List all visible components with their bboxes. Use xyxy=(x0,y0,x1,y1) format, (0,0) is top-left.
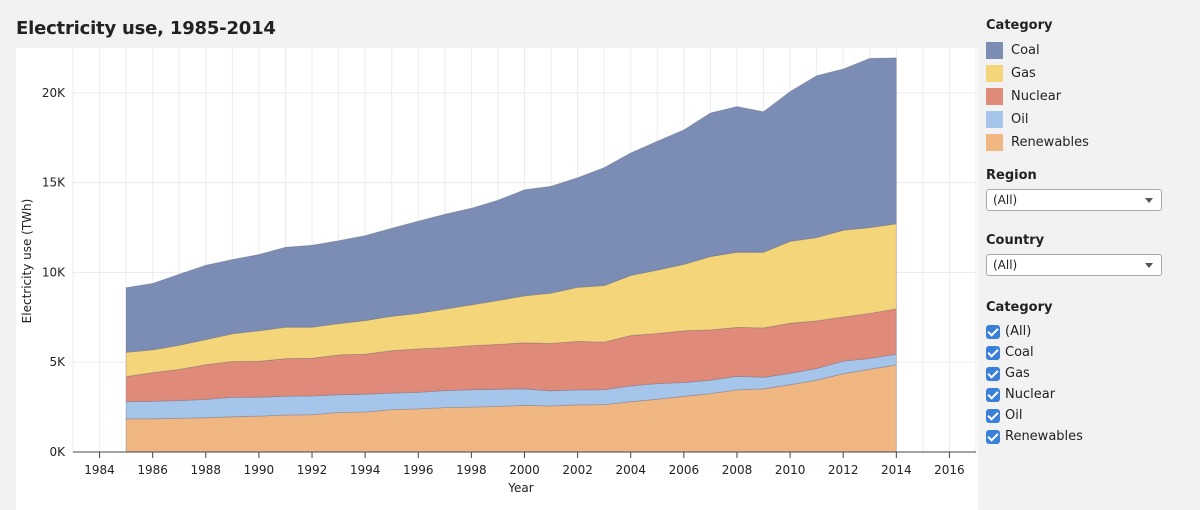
checkbox-checked-icon[interactable] xyxy=(986,387,1000,402)
x-tick-label: 1986 xyxy=(137,463,168,477)
legend-label: Renewables xyxy=(1011,135,1089,150)
x-tick-label: 2012 xyxy=(828,463,859,477)
checkbox-checked-icon[interactable] xyxy=(986,366,1000,381)
checkbox-label: Renewables xyxy=(1005,429,1083,444)
checkbox-label: Gas xyxy=(1005,366,1030,381)
category-checkbox-coal[interactable]: Coal xyxy=(986,342,1186,363)
x-tick-label: 2016 xyxy=(934,463,965,477)
legend-swatch xyxy=(986,134,1003,151)
x-tick-label: 1992 xyxy=(297,463,328,477)
legend-item-coal[interactable]: Coal xyxy=(986,39,1186,62)
region-dropdown[interactable]: (All) xyxy=(986,189,1162,211)
x-tick-label: 2000 xyxy=(509,463,540,477)
legend-swatch xyxy=(986,42,1003,59)
country-dropdown[interactable]: (All) xyxy=(986,254,1162,276)
axes: 1984 1986 1988 1990 1992 1994 1996 1998 2000 2002… xyxy=(42,86,976,477)
y-tick-label: 10K xyxy=(42,265,66,279)
category-checkbox-nuclear[interactable]: Nuclear xyxy=(986,384,1186,405)
checkbox-checked-icon[interactable] xyxy=(986,408,1000,423)
country-dropdown-value: (All) xyxy=(993,258,1018,272)
x-tick-label: 2002 xyxy=(562,463,593,477)
checkbox-label: (All) xyxy=(1005,324,1032,339)
country-filter: Country (All) xyxy=(986,233,1186,276)
region-filter-label: Region xyxy=(986,168,1037,183)
legend-label: Oil xyxy=(1011,112,1029,127)
legend-label: Coal xyxy=(1011,43,1040,58)
category-checkbox-oil[interactable]: Oil xyxy=(986,405,1186,426)
category-filter: Category (All) Coal Gas Nuclear Oil Rene… xyxy=(986,300,1186,447)
checkbox-label: Nuclear xyxy=(1005,387,1056,402)
x-tick-label: 1990 xyxy=(244,463,275,477)
x-tick-label: 2006 xyxy=(669,463,700,477)
checkbox-checked-icon[interactable] xyxy=(986,324,1000,339)
x-tick-label: 1998 xyxy=(456,463,487,477)
y-tick-label: 20K xyxy=(42,86,66,100)
x-tick-label: 1984 xyxy=(84,463,115,477)
legend-swatch xyxy=(986,88,1003,105)
chevron-down-icon xyxy=(1145,263,1153,268)
legend-heading: Category xyxy=(986,18,1053,33)
checkbox-label: Coal xyxy=(1005,345,1034,360)
area-coal[interactable] xyxy=(125,57,897,353)
category-filter-label: Category xyxy=(986,300,1053,315)
category-checkbox-renewables[interactable]: Renewables xyxy=(986,426,1186,447)
chevron-down-icon xyxy=(1145,198,1153,203)
legend-swatch xyxy=(986,65,1003,82)
x-tick-label: 2010 xyxy=(775,463,806,477)
legend-swatch xyxy=(986,111,1003,128)
x-tick-label: 2004 xyxy=(615,463,646,477)
category-checkbox-gas[interactable]: Gas xyxy=(986,363,1186,384)
x-tick-label: 2014 xyxy=(881,463,912,477)
legend-item-nuclear[interactable]: Nuclear xyxy=(986,85,1186,108)
x-tick-label: 1994 xyxy=(350,463,381,477)
checkbox-checked-icon[interactable] xyxy=(986,429,1000,444)
country-filter-label: Country xyxy=(986,233,1045,248)
category-checkbox-all[interactable]: (All) xyxy=(986,321,1186,342)
legend-item-renewables[interactable]: Renewables xyxy=(986,131,1186,154)
region-dropdown-value: (All) xyxy=(993,193,1018,207)
x-tick-label: 2008 xyxy=(722,463,753,477)
legend-label: Gas xyxy=(1011,66,1036,81)
x-tick-label: 1996 xyxy=(403,463,434,477)
x-axis-label: Year xyxy=(507,481,533,495)
legend-item-oil[interactable]: Oil xyxy=(986,108,1186,131)
region-filter: Region (All) xyxy=(986,168,1186,211)
area-chart: 1984 1986 1988 1990 1992 1994 1996 1998 2000 2002… xyxy=(16,48,978,510)
legend-item-gas[interactable]: Gas xyxy=(986,62,1186,85)
y-tick-label: 5K xyxy=(49,355,66,369)
checkbox-checked-icon[interactable] xyxy=(986,345,1000,360)
legend-label: Nuclear xyxy=(1011,89,1062,104)
area-series xyxy=(125,57,897,453)
side-panel: Category Coal Gas Nuclear Oil Renewables… xyxy=(986,18,1186,447)
y-tick-label: 0K xyxy=(49,445,66,459)
y-tick-label: 15K xyxy=(42,176,66,190)
x-tick-label: 1988 xyxy=(191,463,222,477)
checkbox-label: Oil xyxy=(1005,408,1023,423)
chart-title: Electricity use, 1985-2014 xyxy=(16,18,276,39)
category-legend: Category Coal Gas Nuclear Oil Renewables xyxy=(986,18,1186,154)
y-axis-label: Electricity use (TWh) xyxy=(20,199,34,324)
